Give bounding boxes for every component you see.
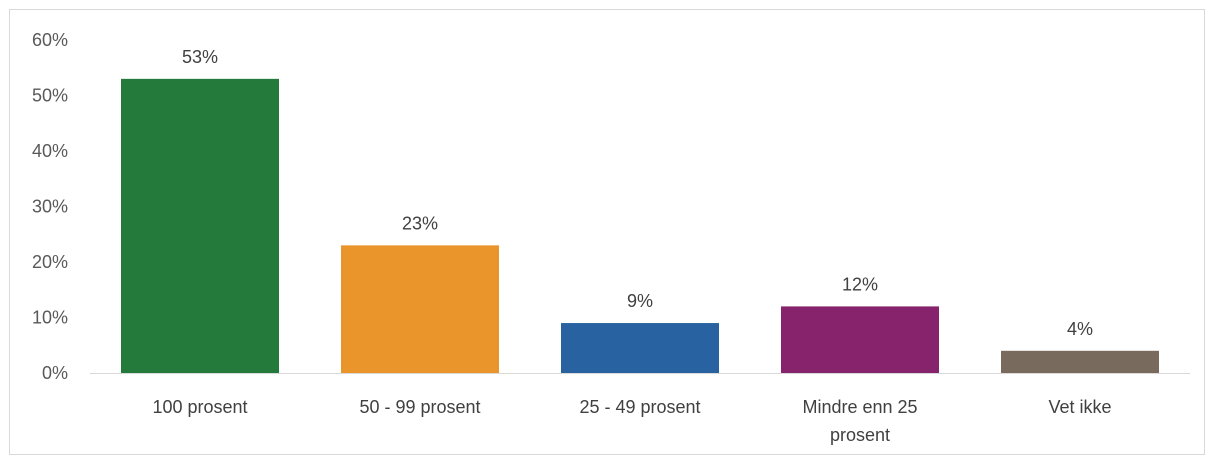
x-category-label-line: Mindre enn 25 xyxy=(802,397,917,417)
x-category-label: 25 - 49 prosent xyxy=(579,397,700,417)
x-category-label-line: Vet ikke xyxy=(1048,397,1111,417)
x-category-label-line: 100 prosent xyxy=(152,397,247,417)
bar xyxy=(781,306,939,373)
data-label: 23% xyxy=(402,213,438,233)
bar xyxy=(1001,350,1159,373)
data-label: 4% xyxy=(1067,319,1093,339)
x-category-label: Vet ikke xyxy=(1048,397,1111,417)
y-tick-label: 30% xyxy=(32,197,68,217)
y-tick-label: 50% xyxy=(32,86,68,106)
y-tick-label: 20% xyxy=(32,252,68,272)
y-tick-label: 40% xyxy=(32,141,68,161)
data-label: 9% xyxy=(627,291,653,311)
data-label: 12% xyxy=(842,274,878,294)
data-label: 53% xyxy=(182,47,218,67)
x-category-label: 50 - 99 prosent xyxy=(359,397,480,417)
bar xyxy=(561,323,719,373)
x-category-label: 100 prosent xyxy=(152,397,247,417)
y-tick-label: 10% xyxy=(32,308,68,328)
x-category-label-line: 50 - 99 prosent xyxy=(359,397,480,417)
x-category-label-line: prosent xyxy=(830,425,890,445)
bar xyxy=(121,78,279,373)
y-tick-label: 0% xyxy=(42,363,68,383)
x-category-label: Mindre enn 25 prosent xyxy=(802,397,917,445)
y-tick-label: 60% xyxy=(32,30,68,50)
bar xyxy=(341,245,499,373)
x-category-label-line: 25 - 49 prosent xyxy=(579,397,700,417)
